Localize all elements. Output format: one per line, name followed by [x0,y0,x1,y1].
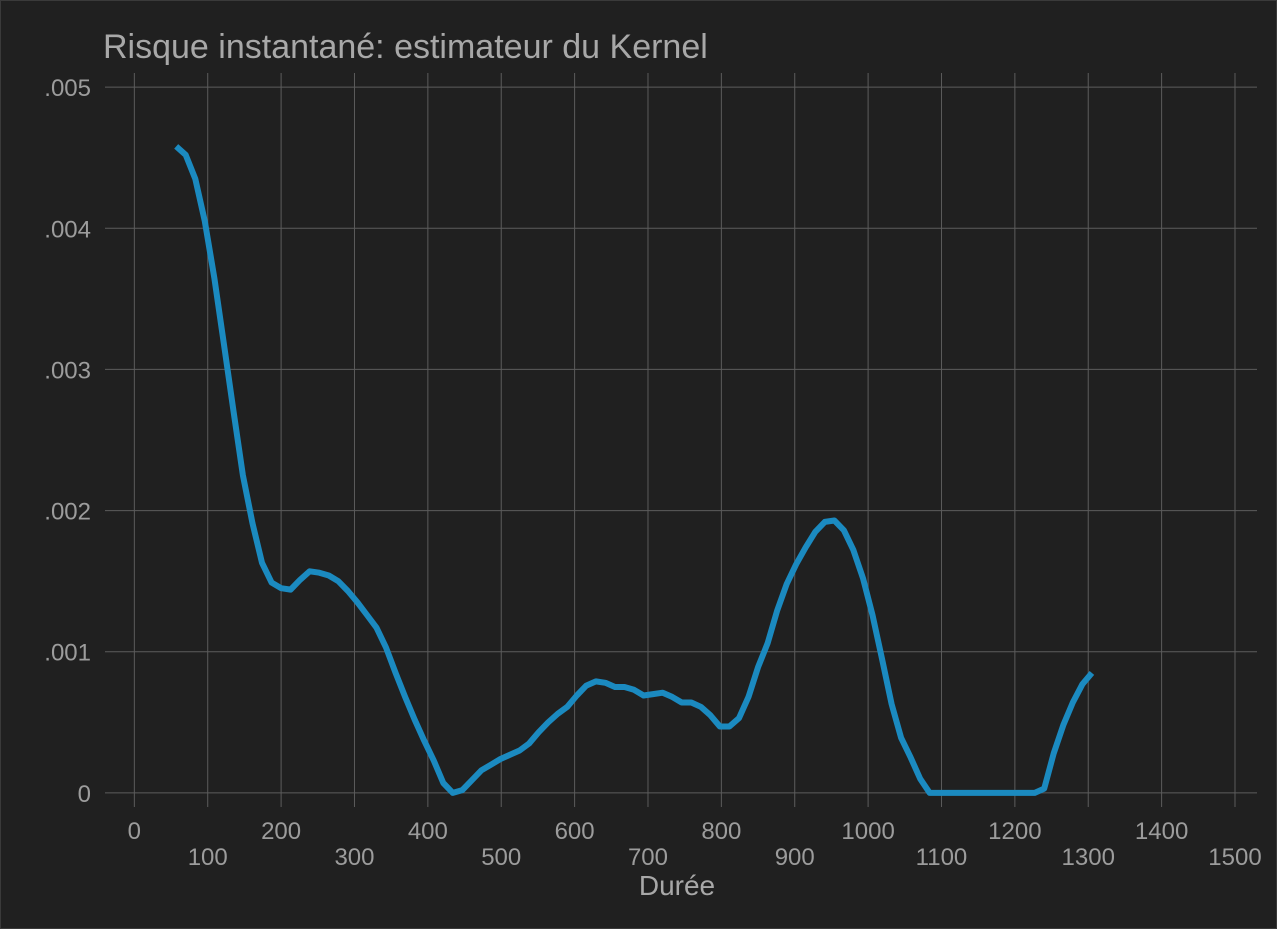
y-tick-label: .004 [44,216,91,243]
series-layer [174,144,1095,796]
x-tick-label: 1000 [841,818,894,845]
x-tick-label: 900 [775,844,815,871]
x-axis-title: Durée [639,870,715,901]
y-tick-label: .001 [44,640,91,667]
x-tick-label: 800 [701,818,741,845]
hazard-series-line [174,144,1095,796]
x-tick-label: 1500 [1208,844,1261,871]
x-tick-label: 500 [481,844,521,871]
x-axis-tick-labels: 0 100 200 300 400 500 600 700 800 900 1000 1100 1200… [128,818,1262,871]
horizontal-gridlines [105,86,1257,794]
y-tick-label: .002 [44,499,91,526]
x-tick-label: 1400 [1135,818,1188,845]
x-tick-label: 1200 [988,818,1041,845]
y-axis-tick-labels: 0 .001 .002 .003 .004 .005 [44,75,91,808]
x-tick-label: 400 [408,818,448,845]
vertical-gridlines [133,73,1236,807]
x-tick-label: 100 [188,844,228,871]
chart-title: Risque instantané: estimateur du Kernel [103,28,708,66]
x-tick-label: 600 [555,818,595,845]
x-tick-label: 0 [128,818,141,845]
x-tick-label: 700 [628,844,668,871]
x-tick-label: 1300 [1062,844,1115,871]
y-tick-label: 0 [78,781,91,808]
x-tick-label: 300 [334,844,374,871]
y-tick-label: .005 [44,75,91,102]
x-tick-label: 1100 [916,844,968,871]
y-tick-label: .003 [44,357,91,384]
x-tick-label: 200 [261,818,301,845]
